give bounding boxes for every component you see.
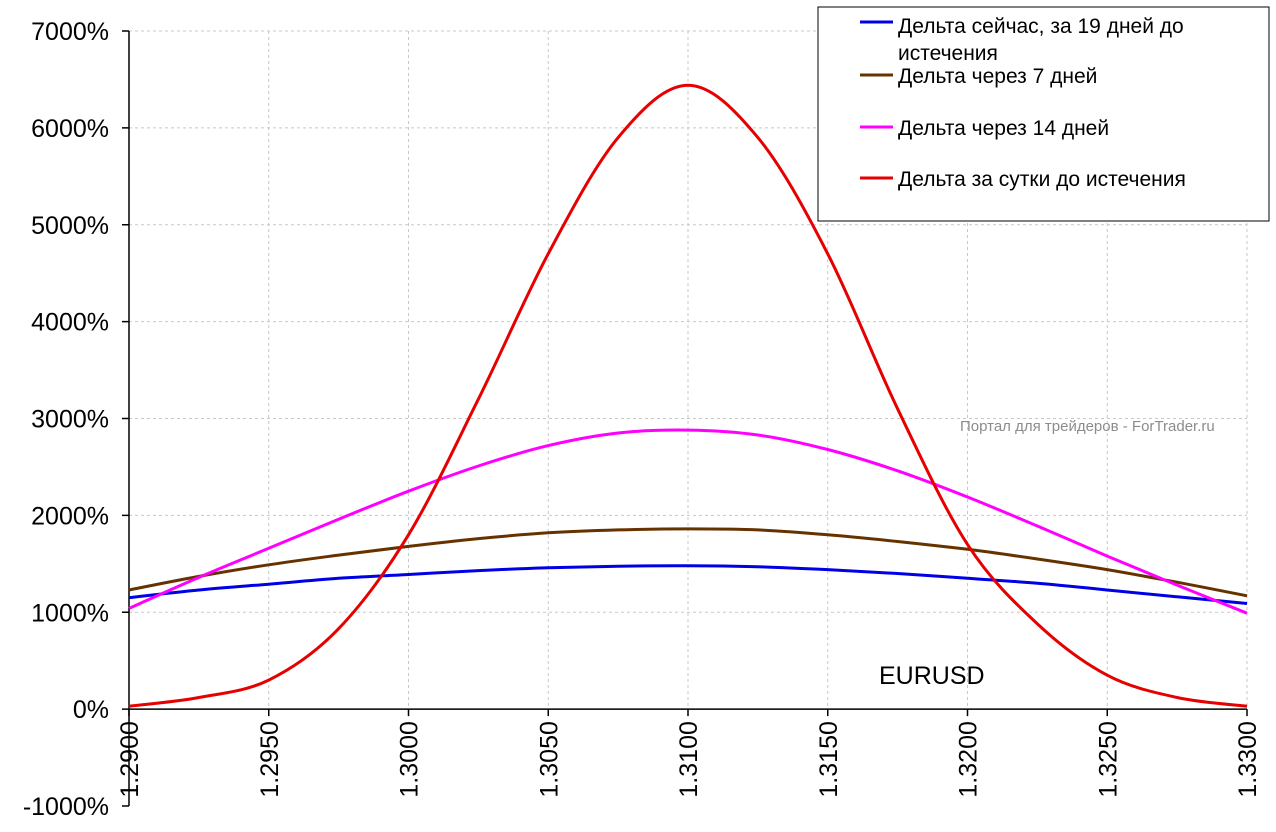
series-line-4 [128,83,1248,708]
y-tick-label: 1000% [31,599,109,627]
x-tick-label: 1.3200 [955,721,983,797]
series-line-3 [128,428,1248,615]
legend: Дельта сейчас, за 19 дней до истеченияДел… [817,6,1270,222]
legend-label-1: Дельта сейчас, за 19 дней до истечения [898,15,1184,65]
x-tick-label: 1.3000 [396,721,424,797]
y-tick-label: 3000% [31,406,109,434]
legend-label-2: Дельта через 7 дней [898,65,1097,88]
grid [129,30,1248,710]
series-lines [128,83,1248,708]
y-tick-label: 0% [73,696,109,724]
y-tick-label: -1000% [23,793,109,821]
y-tick-labels: -1000% 0% 1000% 2000% 3000% 4000% 5000% 6000% 70… [23,18,109,821]
x-tick-label: 1.2900 [116,721,144,797]
x-tick-label: 1.3100 [675,721,703,797]
x-tick-label: 1.2950 [256,721,284,797]
series-line-2 [128,527,1248,598]
x-tick-label: 1.3050 [535,721,563,797]
legend-label-4: Дельта за сутки до истечения [898,168,1186,191]
x-tick-label: 1.3300 [1234,721,1262,797]
legend-label-3: Дельта через 14 дней [898,117,1109,140]
y-tick-label: 4000% [31,309,109,337]
symbol-annotation: EURUSD [879,662,985,690]
x-tick-labels: 1.2900 1.2950 1.3000 1.3050 1.3100 1.3150 1.32… [116,721,1262,797]
x-tick-label: 1.3150 [815,721,843,797]
legend-box [817,6,1270,222]
y-tick-label: 6000% [31,115,109,143]
watermark: Портал для трейдеров - ForTrader.ru [960,418,1215,435]
x-tick-label: 1.3250 [1094,721,1122,797]
series-line-1 [128,564,1248,605]
legend-label-line: Дельта сейчас, за 19 дней до [898,15,1184,38]
y-tick-label: 2000% [31,502,109,530]
y-tick-label: 7000% [31,18,109,46]
axes [122,30,1248,807]
y-tick-label: 5000% [31,212,109,240]
legend-label-line: истечения [898,42,998,65]
